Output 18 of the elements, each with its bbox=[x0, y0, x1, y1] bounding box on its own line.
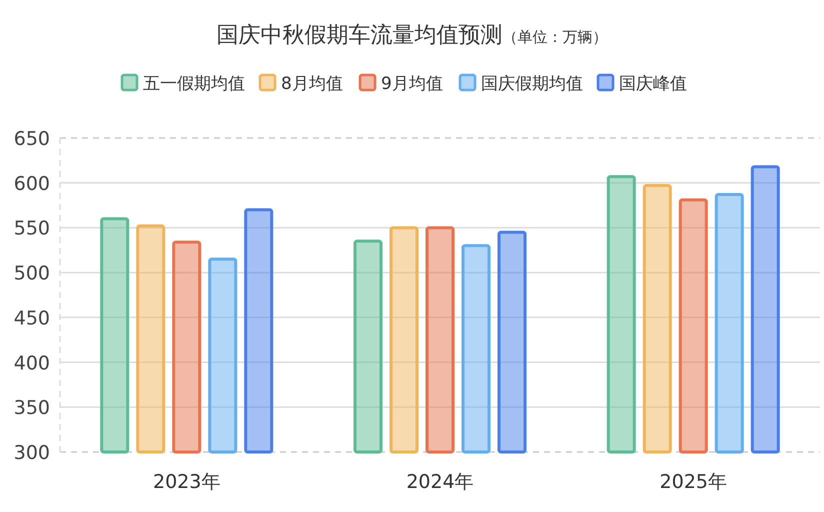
x-tick-label: 2023年 bbox=[152, 471, 220, 493]
y-tick-label: 350 bbox=[14, 397, 50, 420]
chart-subtitle: （单位：万辆） bbox=[502, 28, 608, 46]
y-tick-label: 300 bbox=[14, 442, 50, 464]
y-tick-label: 500 bbox=[14, 262, 50, 285]
y-tick-label: 400 bbox=[14, 352, 50, 374]
legend-label: 五一假期均值 bbox=[143, 74, 245, 94]
x-tick-label: 2025年 bbox=[660, 471, 728, 493]
legend-label: 8月均值 bbox=[281, 74, 343, 94]
legend-label: 9月均值 bbox=[381, 74, 443, 94]
y-tick-label: 550 bbox=[14, 218, 50, 240]
chart-title: 国庆中秋假期车流量均值预测 bbox=[216, 23, 502, 48]
legend-label: 国庆峰值 bbox=[619, 74, 687, 94]
y-tick-label: 450 bbox=[14, 307, 50, 330]
y-tick-label: 650 bbox=[14, 128, 50, 150]
x-tick-label: 2024年 bbox=[406, 471, 474, 493]
y-tick-label: 600 bbox=[14, 172, 50, 195]
legend-label: 国庆假期均值 bbox=[481, 74, 583, 94]
